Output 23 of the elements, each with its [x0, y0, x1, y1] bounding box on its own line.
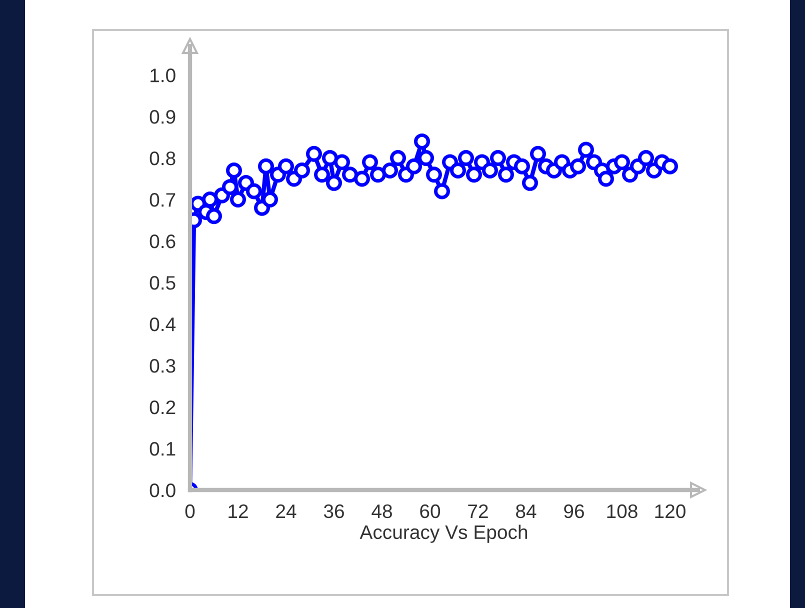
y-tick-label: 1.0	[150, 68, 176, 82]
y-tick-label: 0.2	[150, 400, 176, 414]
x-tick-label: 36	[324, 504, 344, 518]
y-tick-label: 0.9	[150, 110, 176, 124]
x-tick-label: 72	[468, 504, 488, 518]
x-axis-title: Accuracy Vs Epoch	[360, 524, 528, 543]
x-tick-label: 120	[655, 504, 686, 518]
y-tick-label: 0.5	[150, 276, 176, 290]
y-tick-label: 0.0	[150, 483, 176, 498]
y-tick-label: 0.4	[150, 317, 176, 332]
y-tick-label: 0.7	[150, 193, 176, 207]
x-tick-label: 48	[372, 504, 392, 518]
x-tick-label: 60	[420, 504, 440, 518]
x-tick-label: 0	[185, 504, 195, 518]
y-tick-label: 0.6	[150, 234, 176, 248]
x-tick-label: 84	[516, 504, 536, 518]
x-tick-label: 12	[228, 504, 248, 518]
x-tick-label: 108	[607, 504, 638, 518]
x-tick-label: 96	[564, 504, 584, 518]
y-tick-label: 0.1	[150, 442, 176, 456]
x-tick-label: 24	[276, 504, 296, 518]
y-tick-label: 0.8	[150, 152, 176, 166]
y-tick-label: 0.3	[150, 358, 176, 373]
